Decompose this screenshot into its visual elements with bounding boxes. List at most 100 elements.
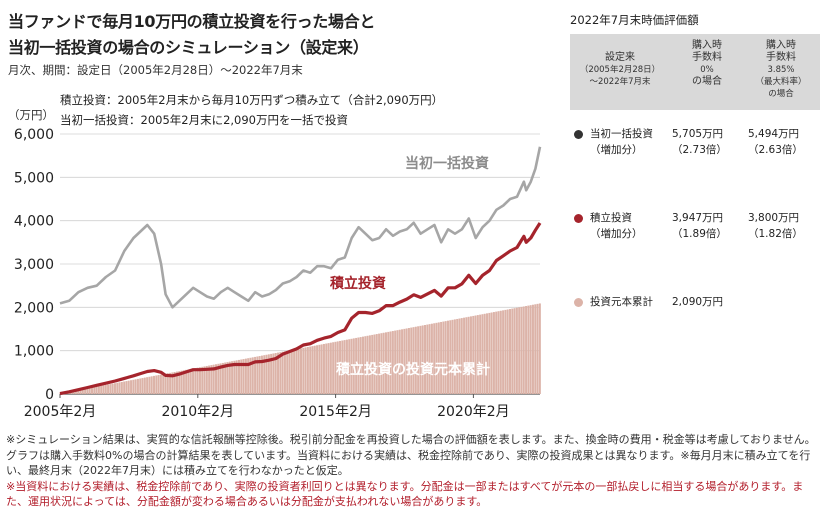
principal-bar bbox=[182, 370, 185, 394]
principal-bar bbox=[442, 321, 445, 394]
y-tick-label: 4,000 bbox=[14, 214, 54, 230]
principal-bar bbox=[391, 331, 394, 394]
principal-bar bbox=[146, 377, 149, 394]
principal-bar bbox=[162, 374, 165, 394]
principal-bar bbox=[332, 342, 335, 394]
principal-bar bbox=[428, 324, 431, 394]
principal-bar bbox=[474, 315, 477, 394]
principal-bar bbox=[198, 367, 201, 394]
principal-bar bbox=[486, 313, 489, 394]
x-tick-label: 2005年2月 bbox=[24, 404, 97, 420]
principal-bar bbox=[329, 342, 332, 394]
principal-bar bbox=[449, 320, 452, 394]
principal-bar bbox=[352, 338, 355, 394]
principal-bar bbox=[343, 340, 346, 394]
principal-bar bbox=[387, 331, 390, 394]
principal-bar bbox=[196, 367, 199, 394]
footnotes: ※シミュレーション結果は、実質的な信託報酬等控除後。税引前分配金を再投資した場合… bbox=[6, 432, 821, 510]
principal-bar bbox=[456, 318, 459, 394]
principal-bar bbox=[277, 352, 280, 394]
principal-bar bbox=[175, 371, 178, 394]
principal-bar bbox=[254, 356, 257, 394]
principal-bar bbox=[490, 312, 493, 394]
principal-bar bbox=[322, 343, 325, 394]
principal-bar bbox=[536, 303, 539, 394]
principal-bar bbox=[274, 353, 277, 394]
principal-bar bbox=[403, 328, 406, 394]
principal-bar bbox=[318, 344, 321, 394]
principal-bar bbox=[327, 343, 330, 394]
panel-col2-l1: 購入時 bbox=[766, 40, 796, 51]
y-tick-label: 6,000 bbox=[14, 127, 54, 143]
panel-col1: 購入時 手数料 0% の場合 bbox=[674, 40, 740, 88]
principal-bar bbox=[258, 356, 261, 394]
principal-bar bbox=[265, 354, 268, 394]
principal-bar bbox=[472, 315, 475, 394]
principal-bar bbox=[279, 352, 282, 394]
principal-bar bbox=[382, 332, 385, 394]
principal-bar bbox=[201, 366, 204, 394]
principal-bar bbox=[215, 364, 218, 394]
principal-bar bbox=[185, 369, 188, 394]
panel-col0-l3: 〜2022年7月末 bbox=[589, 77, 651, 87]
principal-bar bbox=[518, 307, 521, 394]
principal-bar bbox=[244, 358, 247, 394]
row-tsumitate-v2: 3,800万円 bbox=[748, 212, 800, 224]
principal-bar bbox=[410, 327, 413, 394]
principal-bar bbox=[288, 350, 291, 394]
principal-bar bbox=[130, 380, 133, 394]
principal-bar bbox=[272, 353, 275, 394]
principal-bar bbox=[293, 349, 296, 394]
principal-bar bbox=[212, 364, 215, 394]
row-ikkatsu-v1: 5,705万円 bbox=[672, 128, 724, 140]
principal-bar bbox=[527, 305, 530, 394]
legend-dot-principal bbox=[574, 298, 583, 307]
principal-bar bbox=[401, 329, 404, 394]
principal-bar bbox=[467, 316, 470, 394]
principal-bar bbox=[341, 340, 344, 394]
principal-bar bbox=[120, 381, 123, 394]
panel-col1-l3: 0% bbox=[700, 65, 714, 75]
panel-col0: 設定来 （2005年2月28日） 〜2022年7月末 bbox=[574, 52, 666, 88]
principal-bar bbox=[357, 337, 360, 394]
principal-bar bbox=[235, 360, 238, 394]
principal-bar bbox=[118, 382, 121, 394]
panel-col2: 購入時 手数料 3.85% （最大料率） の場合 bbox=[746, 40, 816, 100]
principal-bar bbox=[502, 310, 505, 394]
line-chart: 0 1,000 2,000 3,000 4,000 5,000 6,000 2005年2月 20… bbox=[14, 127, 542, 420]
principal-bar bbox=[453, 319, 456, 394]
principal-bar bbox=[417, 326, 420, 394]
principal-bar bbox=[320, 344, 323, 394]
principal-bar bbox=[313, 345, 316, 394]
principal-bar bbox=[221, 362, 224, 394]
principal-bar bbox=[219, 363, 222, 394]
principal-bar bbox=[123, 381, 126, 394]
principal-bar bbox=[348, 339, 351, 394]
principal-bar bbox=[159, 374, 162, 394]
principal-bar bbox=[155, 375, 158, 394]
principal-bar bbox=[366, 335, 369, 394]
chart-title-line2: 当初一括投資の場合のシミュレーション（設定来） bbox=[8, 38, 369, 57]
principal-bar bbox=[93, 387, 96, 394]
principal-bar bbox=[520, 306, 523, 394]
principal-bar bbox=[469, 316, 472, 394]
principal-bar bbox=[414, 326, 417, 394]
footnote-2: ※当資料における実績は、税金控除前であり、実際の投資者利回りとは異なります。分配… bbox=[6, 479, 804, 509]
principal-bar bbox=[460, 318, 463, 394]
principal-bar bbox=[208, 365, 211, 394]
principal-bar bbox=[286, 350, 289, 394]
row-ikkatsu-v2sub: （2.63倍） bbox=[748, 144, 803, 156]
principal-bar bbox=[440, 321, 443, 394]
principal-bar bbox=[525, 306, 528, 394]
principal-bar bbox=[483, 313, 486, 394]
row-ikkatsu-v1sub: （2.73倍） bbox=[672, 144, 727, 156]
principal-bar bbox=[389, 331, 392, 394]
principal-bar bbox=[97, 386, 100, 394]
principal-bar bbox=[240, 359, 243, 394]
principal-bar bbox=[210, 365, 213, 394]
panel-col1-l1: 購入時 bbox=[692, 40, 722, 51]
principal-bar bbox=[231, 361, 234, 394]
principal-bar bbox=[226, 362, 229, 394]
principal-bar bbox=[499, 310, 502, 394]
principal-bar bbox=[247, 358, 250, 394]
